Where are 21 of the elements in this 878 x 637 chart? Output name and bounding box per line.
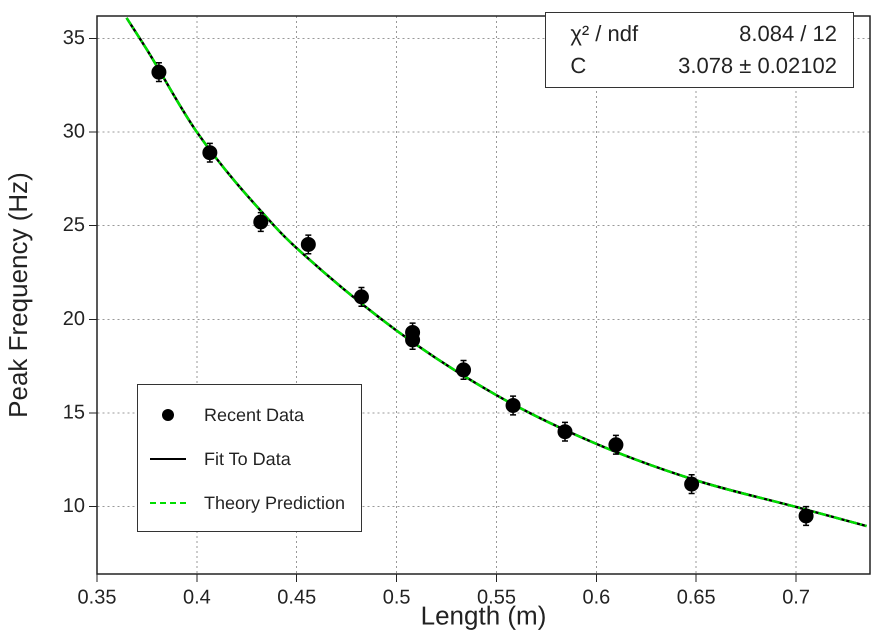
y-tick-label: 30 <box>62 120 85 143</box>
x-tick-label: 0.7 <box>782 586 810 609</box>
y-tick-label: 20 <box>62 308 85 330</box>
x-tick-label: 0.6 <box>582 586 610 609</box>
legend-label: Fit To Data <box>204 448 291 470</box>
annotation: 8.084 / 12 <box>738 21 837 47</box>
legend-label: Theory Prediction <box>204 492 346 514</box>
x-tick-label: 0.5 <box>382 586 411 609</box>
x-tick-label: 0.4 <box>182 586 211 609</box>
x-tick-label: 0.65 <box>676 586 716 609</box>
x-tick-label: 0.45 <box>277 586 316 609</box>
y-tick-label: 15 <box>62 401 85 424</box>
y-tick-label: 10 <box>62 495 85 518</box>
y-tick-label: 25 <box>62 214 85 236</box>
y-tick-label: 35 <box>62 26 85 49</box>
annotation: 3.078 ± 0.02102 <box>678 53 837 79</box>
annotation: C <box>570 53 588 79</box>
x-tick-label: 0.35 <box>78 586 116 609</box>
annotation: χ² / ndf <box>570 21 638 47</box>
y-axis-title: Peak Frequency (Hz) <box>2 172 33 418</box>
legend-label: Recent Data <box>204 404 304 426</box>
